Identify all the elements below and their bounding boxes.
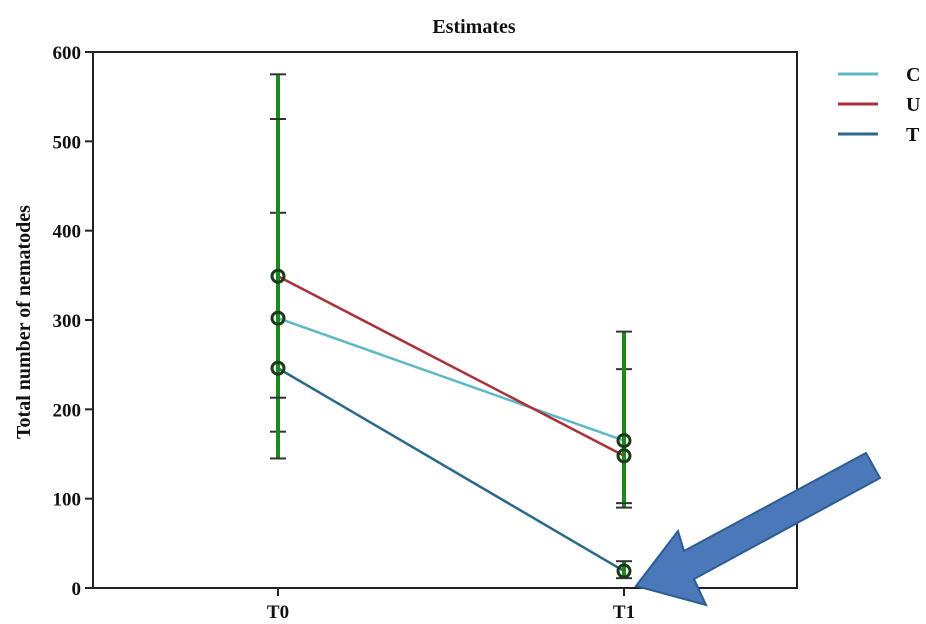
data-point-T xyxy=(616,563,632,579)
series-line-U xyxy=(277,275,625,457)
series-line-C xyxy=(277,317,625,442)
y-tick-label: 500 xyxy=(53,132,82,153)
y-tick-label: 400 xyxy=(53,222,82,243)
x-tick-label: T1 xyxy=(613,602,635,623)
chart-title: Estimates xyxy=(432,16,516,38)
y-axis: 0 100 200 300 400 500 600 xyxy=(53,43,93,600)
annotation-arrow xyxy=(634,451,882,607)
plot-frame xyxy=(92,51,798,589)
legend-label-C: C xyxy=(906,64,920,86)
data-point-C xyxy=(270,310,286,326)
legend-label-U: U xyxy=(906,94,920,116)
legend-label-T: T xyxy=(906,124,920,146)
data-point-C xyxy=(616,433,632,449)
x-tick-label: T0 xyxy=(267,602,289,623)
x-axis: T0 T1 xyxy=(267,588,635,623)
data-point-T xyxy=(270,360,286,376)
y-tick-label: 100 xyxy=(53,490,82,511)
y-tick-label: 0 xyxy=(72,579,82,600)
series-lines xyxy=(277,275,625,573)
legend: CUT xyxy=(838,64,920,146)
y-axis-label: Total number of nematodes xyxy=(13,205,35,439)
y-tick-label: 600 xyxy=(53,43,82,64)
series-line-T xyxy=(277,367,625,573)
data-point-U xyxy=(270,268,286,284)
data-points xyxy=(270,268,632,579)
data-point-U xyxy=(616,448,632,464)
y-tick-label: 200 xyxy=(53,400,82,421)
error-bars xyxy=(270,73,632,580)
y-tick-label: 300 xyxy=(53,311,82,332)
